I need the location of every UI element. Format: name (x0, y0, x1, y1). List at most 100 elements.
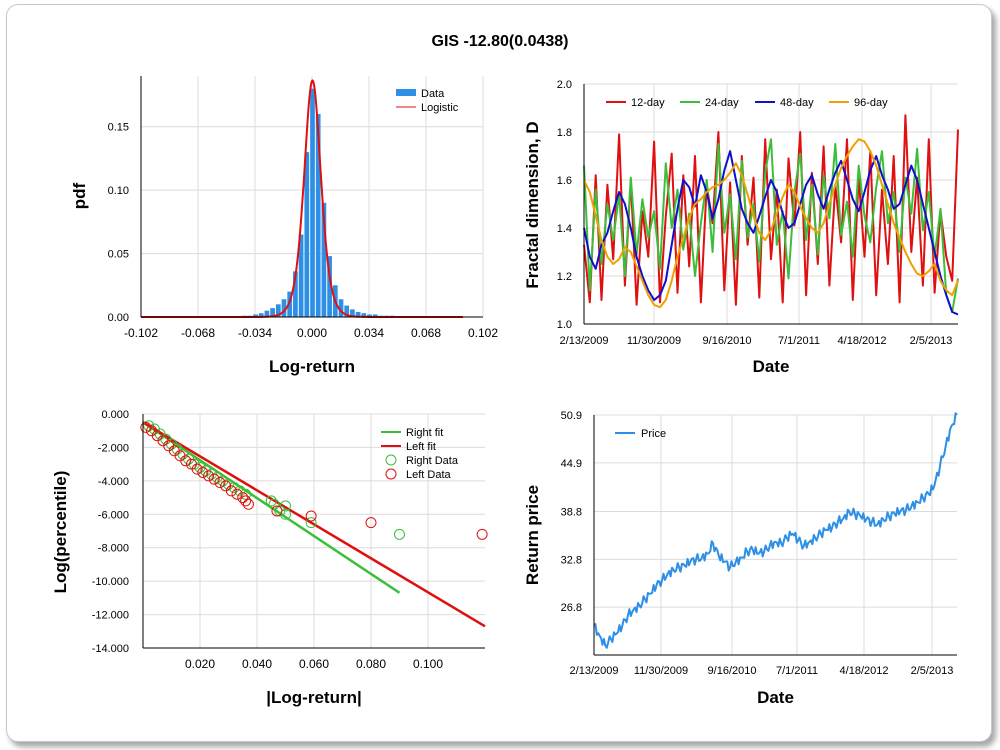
legend-label-data: Data (421, 88, 445, 100)
series-line-96-day (583, 138, 959, 309)
y-tick-label: 0.00 (108, 312, 129, 324)
page-title: GIS -12.80(0.0438) (431, 33, 569, 50)
right-fit-line (142, 421, 401, 594)
legend-label-left-data: Left Data (406, 469, 452, 481)
histogram-bar (281, 299, 287, 317)
x-tick-label: 11/30/2009 (627, 335, 681, 347)
legend-label: 48-day (780, 97, 814, 109)
histogram-bar (264, 310, 270, 317)
x-tick-label: 4/18/2012 (838, 335, 887, 347)
y-tick-label: -14.000 (92, 643, 129, 655)
x-axis-label: Date (753, 357, 790, 376)
y-tick-label: 1.6 (557, 175, 572, 187)
y-tick-label: 1.2 (557, 271, 572, 283)
plot-area (594, 415, 957, 655)
histogram-bar (253, 314, 258, 317)
y-axis-label: Log(percentile) (51, 471, 70, 594)
x-tick-label: 2/13/2009 (570, 665, 619, 677)
x-tick-label: 7/1/2011 (776, 665, 818, 677)
x-tick-label: 4/18/2012 (840, 665, 889, 677)
right-data-point (305, 517, 317, 529)
left-data-point (231, 488, 243, 500)
right-data-point (280, 500, 291, 512)
x-tick-label: 0.040 (242, 657, 272, 671)
legend-label-logistic: Logistic (421, 102, 459, 114)
histogram-bar (372, 314, 378, 317)
left-data-point (140, 421, 152, 433)
histogram-bar (315, 114, 321, 317)
legend-label: 24-day (705, 97, 739, 109)
y-tick-label: -6.000 (98, 509, 129, 521)
x-tick-label: 0.020 (185, 657, 215, 671)
y-tick-label: -12.000 (92, 610, 129, 622)
y-axis-label: pdf (70, 182, 89, 209)
histogram-bar (293, 271, 298, 317)
right-data-point (265, 495, 277, 507)
y-tick-label: 1.0 (557, 319, 572, 331)
y-tick-label: 0.05 (108, 249, 129, 261)
left-fit-line (142, 421, 486, 628)
y-tick-label: -2.000 (98, 442, 129, 454)
x-tick-label: 0.068 (411, 326, 441, 340)
x-axis-label: Date (757, 688, 794, 707)
right-data-point (268, 498, 280, 510)
left-data-point (191, 463, 203, 475)
y-tick-label: 26.8 (561, 602, 582, 614)
x-tick-label: 0.060 (299, 657, 329, 671)
y-tick-label: 38.8 (561, 506, 582, 518)
right-data-point (228, 482, 240, 494)
x-tick-label: 0.034 (354, 326, 384, 340)
y-tick-label: 0.10 (108, 185, 129, 197)
left-data-point (365, 517, 377, 529)
histogram-bar (304, 152, 310, 317)
legend-label: 96-day (854, 97, 888, 109)
left-data-point (271, 505, 283, 517)
left-data-point (237, 492, 249, 504)
x-tick-label: -0.068 (181, 326, 215, 340)
x-tick-label: 0.080 (356, 657, 386, 671)
x-axis-label: Log-return (269, 357, 355, 376)
left-data-point (197, 467, 209, 478)
histogram-bar (287, 291, 293, 317)
left-data-point (214, 477, 226, 489)
histogram-bar (321, 202, 327, 317)
y-tick-label: -4.000 (98, 476, 129, 488)
histogram-bar (298, 234, 304, 317)
histogram-bar (355, 311, 361, 317)
histogram-bar (310, 88, 315, 318)
left-data-point (208, 473, 220, 485)
right-data-point (223, 478, 234, 490)
legend-label-right-fit: Right fit (406, 427, 443, 439)
histogram-bar (350, 309, 355, 317)
series-line-24-day (583, 138, 959, 313)
left-data-point (476, 528, 488, 540)
histogram-bar (270, 308, 275, 317)
legend-swatch-data (396, 89, 416, 96)
y-tick-label: 1.4 (557, 223, 572, 235)
x-tick-label: -0.102 (124, 326, 158, 340)
y-tick-label: 1.8 (557, 127, 572, 139)
x-tick-label: 9/16/2010 (703, 335, 752, 347)
legend-label-price: Price (641, 428, 666, 440)
x-tick-label: 11/30/2009 (634, 665, 688, 677)
legend-label-left-fit: Left fit (406, 441, 436, 453)
left-data-point (240, 495, 252, 507)
y-tick-label: 50.9 (561, 410, 582, 422)
histogram-bar (327, 256, 332, 317)
histogram-bar (367, 314, 372, 317)
x-tick-label: -0.034 (238, 326, 272, 340)
x-tick-label: 7/1/2011 (778, 335, 820, 347)
y-tick-label: 32.8 (561, 554, 582, 566)
left-data-point (305, 510, 317, 522)
right-data-point (394, 528, 405, 540)
y-tick-label: 2.0 (557, 79, 572, 91)
right-data-point (240, 488, 252, 500)
left-data-point (225, 485, 237, 497)
x-tick-label: 9/16/2010 (708, 665, 757, 677)
x-tick-label: 0.000 (297, 326, 327, 340)
y-tick-label: 0.15 (108, 122, 129, 134)
legend-label-right-data: Right Data (406, 455, 459, 467)
x-tick-label: 2/5/2013 (911, 665, 954, 677)
histogram-bar (338, 299, 344, 317)
